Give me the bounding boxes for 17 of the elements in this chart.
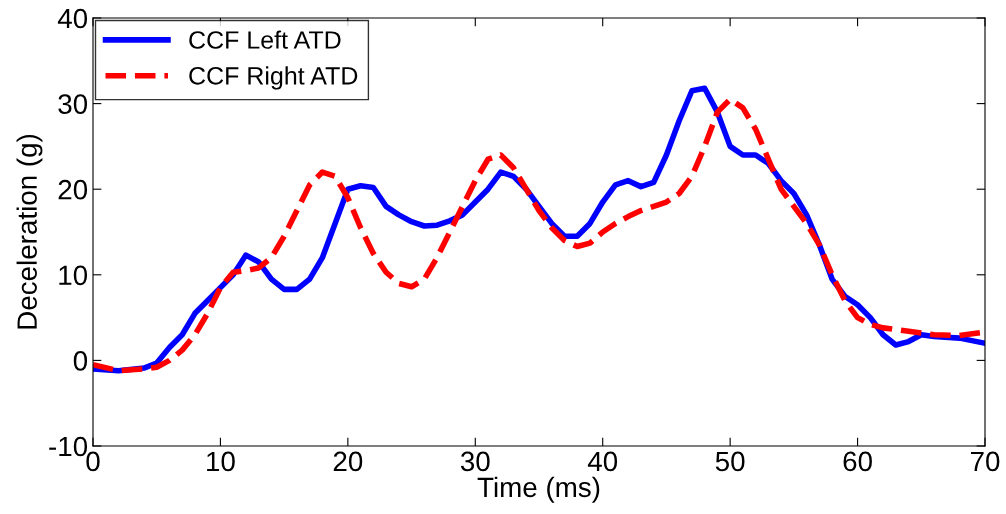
x-axis-title: Time (ms) <box>477 476 600 503</box>
x-tick-label: 60 <box>843 451 872 472</box>
x-tick-label: 40 <box>587 451 618 472</box>
y-tick-label: 20 <box>58 179 88 200</box>
y-axis-title: Deceleration (g) <box>16 134 43 329</box>
x-tick-label: 30 <box>460 451 490 472</box>
legend-label: CCF Right ATD <box>189 66 358 90</box>
y-tick-label: -10 <box>49 436 88 457</box>
y-tick-label: 40 <box>57 8 88 29</box>
x-tick-label: 70 <box>970 451 1000 472</box>
x-tick-label: 10 <box>207 451 235 472</box>
y-tick-label: 30 <box>58 94 88 114</box>
y-tick-label: 0 <box>73 351 88 371</box>
x-tick-label: 50 <box>715 451 745 472</box>
x-tick-label: 20 <box>333 451 363 472</box>
y-tick-label: 10 <box>59 265 88 286</box>
legend-label: CCF Left ATD <box>189 30 341 49</box>
